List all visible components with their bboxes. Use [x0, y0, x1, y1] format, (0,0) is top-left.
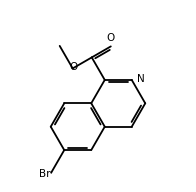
Text: Br: Br	[39, 169, 50, 179]
Text: O: O	[107, 33, 115, 43]
Text: N: N	[137, 74, 144, 84]
Text: O: O	[70, 62, 78, 72]
